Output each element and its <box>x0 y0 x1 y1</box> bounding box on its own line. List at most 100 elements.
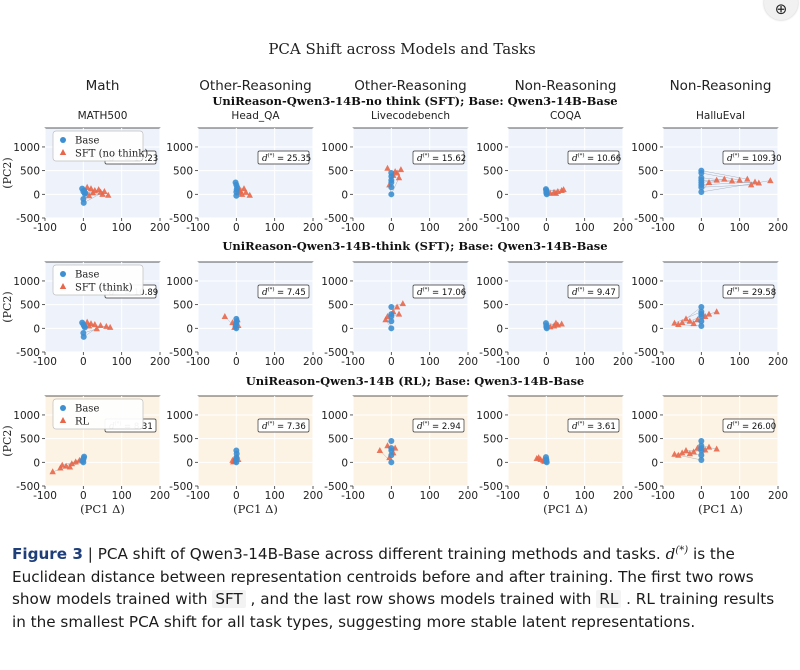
legend-base-marker <box>60 137 66 143</box>
base-point <box>543 187 550 194</box>
y-tick-label: 1000 <box>13 142 40 154</box>
legend-base-label: Base <box>75 136 99 147</box>
trained-point <box>705 178 713 185</box>
trained-point <box>767 177 774 184</box>
trained-point <box>682 446 690 453</box>
distance-value: = 17.06 <box>432 288 466 298</box>
x-tick-label: 0 <box>698 490 705 502</box>
x-tick-label: 100 <box>420 490 440 502</box>
trained-point <box>91 321 99 328</box>
x-tick-label: 100 <box>575 490 595 502</box>
trained-point <box>399 300 407 307</box>
distance-superscript: (*) <box>578 286 585 293</box>
scatter-panel: COQA -500 0 500 1000 -100 0 100 200 d (*) = 10.66 <box>476 110 633 234</box>
x-tick-label: 100 <box>730 490 750 502</box>
column-headers: Math Other-Reasoning Other-Reasoning Non-Re… <box>86 78 772 94</box>
base-point <box>233 181 240 188</box>
legend-trained-label: SFT (no think) <box>75 149 148 160</box>
legend-box <box>52 398 144 430</box>
x-tick-label: 200 <box>150 356 170 368</box>
distance-value: = 10.66 <box>587 154 621 164</box>
scatter-panel: -500 0 500 1000 -100 0 100 200 d (*) = 9.47 <box>476 261 633 368</box>
trained-point <box>705 310 713 317</box>
distance-superscript: (*) <box>423 286 430 293</box>
y-tick-label: 500 <box>638 300 658 312</box>
base-point <box>233 318 240 325</box>
distance-superscript: (*) <box>578 152 585 159</box>
plot-area <box>197 261 314 353</box>
trained-point <box>221 312 229 319</box>
distance-value: = 3.61 <box>587 422 616 432</box>
trained-point <box>736 176 743 183</box>
trained-point <box>106 323 114 330</box>
distance-value: = 29.58 <box>742 288 776 298</box>
distance-symbol: d <box>262 154 268 164</box>
legend-base-label: Base <box>75 404 99 415</box>
column-category-label: Math <box>86 78 120 94</box>
base-point <box>388 304 395 310</box>
y-tick-label: -500 <box>634 481 658 493</box>
trained-point <box>97 321 104 328</box>
caption-math-d: d(*) <box>665 545 689 564</box>
y-tick-label: 0 <box>33 457 40 469</box>
x-tick-label: -100 <box>651 490 675 502</box>
base-point <box>698 445 705 452</box>
x-tick-label: -100 <box>341 356 365 368</box>
distance-superscript: (*) <box>268 152 275 159</box>
base-point <box>543 325 550 332</box>
x-tick-label: 0 <box>388 490 395 502</box>
trained-point <box>686 317 694 324</box>
y-axis-label: (PC2) <box>1 291 14 322</box>
y-tick-label: 500 <box>638 166 658 178</box>
x-tick-label: 100 <box>730 222 750 234</box>
y-tick-label: 0 <box>33 323 40 335</box>
plot-rows: UniReason-Qwen3-14B-no think (SFT); Base… <box>1 94 788 516</box>
figure-caption: Figure 3 | PCA shift of Qwen3-14B-Base a… <box>12 540 788 633</box>
base-point <box>388 452 395 459</box>
y-tick-label: 0 <box>651 457 658 469</box>
dataset-title: COQA <box>550 110 582 122</box>
y-tick-label: 1000 <box>321 276 348 288</box>
trained-point <box>395 310 403 317</box>
distance-superscript: (*) <box>423 420 430 427</box>
trained-point <box>747 181 755 188</box>
plot-area <box>662 395 779 487</box>
y-tick-label: 1000 <box>166 410 193 422</box>
distance-symbol: d <box>727 154 733 164</box>
distance-value: = 15.62 <box>432 154 466 164</box>
x-tick-label: -100 <box>186 222 210 234</box>
y-tick-label: 0 <box>341 457 348 469</box>
x-tick-label: 0 <box>698 222 705 234</box>
zoom-in-button[interactable]: ⊕ <box>764 0 798 20</box>
base-point <box>80 321 87 328</box>
trained-point <box>755 179 763 186</box>
y-tick-label: 0 <box>186 189 193 201</box>
trained-point <box>95 186 102 193</box>
y-tick-label: -500 <box>16 347 40 359</box>
x-tick-label: 100 <box>420 222 440 234</box>
trained-point <box>721 175 728 182</box>
plot-area <box>507 261 624 353</box>
x-tick-label: -100 <box>341 490 365 502</box>
base-point <box>388 179 395 186</box>
y-tick-label: -500 <box>634 347 658 359</box>
base-point <box>698 177 705 184</box>
y-tick-label: -500 <box>324 213 348 225</box>
y-tick-label: 0 <box>186 323 193 335</box>
y-tick-label: 0 <box>341 323 348 335</box>
x-tick-label: 0 <box>233 490 240 502</box>
distance-symbol: d <box>727 422 733 432</box>
caption-rl-highlight: RL <box>596 590 622 609</box>
base-point <box>543 459 550 466</box>
distance-symbol: d <box>417 154 423 164</box>
y-tick-label: 1000 <box>476 410 503 422</box>
row-title: UniReason-Qwen3-14B (RL); Base: Qwen3-14… <box>246 374 585 388</box>
y-tick-label: 0 <box>496 189 503 201</box>
y-tick-label: 1000 <box>631 410 658 422</box>
y-tick-label: 500 <box>20 166 40 178</box>
x-axis-label: (PC1 Δ) <box>80 502 125 516</box>
caption-text-3: , and the last row shows models trained … <box>245 590 597 609</box>
scatter-panel: -500 0 500 1000 -100 0 100 200 d (*) = 26.00 (PC1 Δ… <box>631 395 788 516</box>
